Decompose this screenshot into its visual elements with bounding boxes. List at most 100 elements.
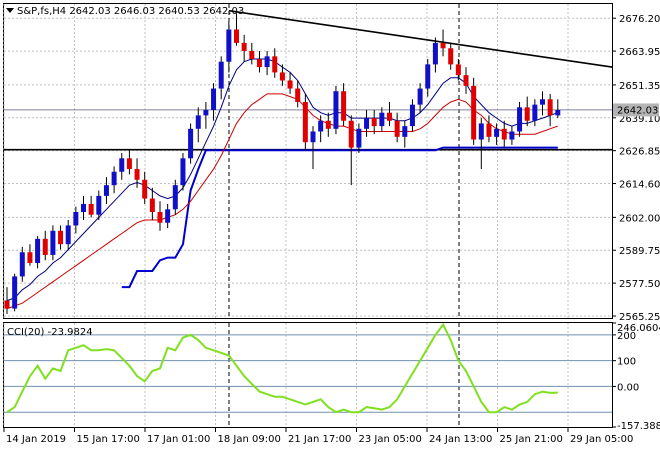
candle-body: [203, 110, 209, 116]
time-tick-label: 24 Jan 13:00: [429, 434, 492, 445]
candle: [448, 42, 454, 70]
candle: [494, 123, 500, 145]
candle: [256, 50, 262, 73]
candle-body: [341, 91, 347, 121]
candle-body: [425, 64, 431, 89]
candle: [188, 123, 194, 164]
candle: [387, 101, 392, 127]
candle-body: [157, 211, 163, 223]
candle-body: [478, 123, 484, 140]
candle: [509, 126, 515, 145]
candle-body: [142, 179, 148, 199]
candle-body: [111, 171, 117, 186]
time-tick-label: 21 Jan 17:00: [288, 434, 351, 445]
axes: 2676.20 2663.95 2651.35 2639.10 2626.85 2614.…: [3, 14, 660, 445]
candle: [249, 42, 255, 65]
candle-body: [50, 230, 56, 255]
candle-body: [448, 48, 454, 65]
candle: [440, 29, 446, 57]
candle: [27, 244, 33, 266]
candle-body: [455, 64, 461, 76]
slow-moving-average: [6, 93, 558, 310]
candle-body: [540, 99, 545, 105]
candle-body: [264, 56, 270, 68]
candle-body: [241, 42, 247, 51]
candle: [88, 195, 94, 218]
candle-body: [279, 72, 285, 81]
candle: [310, 126, 316, 170]
candle-body: [318, 120, 324, 132]
candle: [234, 13, 239, 46]
candle: [165, 203, 171, 229]
candle: [287, 72, 293, 94]
candle: [425, 59, 431, 97]
candle-body: [180, 158, 186, 186]
candle-body: [379, 112, 385, 127]
price-tick-label: 2614.60: [619, 180, 660, 191]
candle: [486, 115, 492, 143]
candle: [417, 83, 423, 113]
candle: [195, 107, 201, 143]
candle: [103, 177, 109, 204]
cci-tick-label: 100: [617, 357, 636, 368]
candle: [73, 206, 79, 234]
candle: [318, 115, 324, 143]
candle: [126, 150, 132, 175]
candle-body: [35, 238, 41, 263]
candle-body: [287, 80, 293, 89]
current-price-tag: 2642.03: [613, 103, 659, 117]
candle: [180, 152, 186, 191]
candle-body: [249, 50, 255, 60]
time-tick-label: 29 Jan 05:00: [570, 434, 633, 445]
price-tick-label: 2651.35: [619, 81, 660, 92]
candle-body: [103, 185, 109, 196]
time-tick-label: 17 Jan 01:00: [147, 434, 210, 445]
candle-body: [494, 128, 500, 137]
price-tick-label: 2577.50: [619, 279, 660, 290]
candle: [532, 99, 538, 127]
candle: [394, 112, 400, 143]
candle: [455, 59, 461, 81]
time-tick-label: 25 Jan 21:00: [500, 434, 563, 445]
price-tick-label: 2589.75: [619, 246, 660, 257]
candle-body: [73, 211, 79, 226]
candle-body: [532, 104, 538, 121]
candle: [142, 171, 148, 204]
candle-body: [226, 29, 232, 62]
candle-body: [272, 56, 278, 73]
candle-body: [65, 225, 71, 245]
price-tick-label: 2565.25: [619, 312, 660, 323]
candles: [4, 13, 561, 314]
candle: [432, 37, 438, 73]
candle: [119, 152, 125, 180]
candle-body: [387, 112, 392, 121]
candle-body: [88, 203, 94, 215]
candle-body: [81, 203, 86, 212]
candle-body: [149, 198, 155, 212]
candle-body: [364, 118, 370, 129]
candle-body: [440, 42, 446, 49]
candle-body: [218, 61, 224, 89]
candle-body: [333, 91, 339, 129]
candle-body: [19, 252, 25, 277]
candle: [241, 34, 247, 62]
candle: [19, 246, 25, 282]
candle: [364, 110, 370, 137]
candle-body: [126, 158, 132, 170]
candle: [279, 64, 285, 86]
candle: [203, 101, 209, 129]
candle-body: [471, 85, 477, 140]
candle: [471, 77, 477, 145]
candle: [371, 110, 377, 135]
candle: [379, 107, 385, 132]
candle-body: [134, 169, 140, 180]
resistance-trendline: [228, 9, 613, 68]
cci-tick-label: 200: [617, 331, 636, 342]
time-tick-label: 23 Jan 05:00: [359, 434, 422, 445]
dropdown-triangle-icon[interactable]: [6, 8, 14, 13]
cci-tick-label: -157.388: [617, 421, 660, 432]
candle-body: [501, 128, 507, 140]
candle: [517, 101, 523, 137]
time-tick-label: 18 Jan 09:00: [218, 434, 281, 445]
